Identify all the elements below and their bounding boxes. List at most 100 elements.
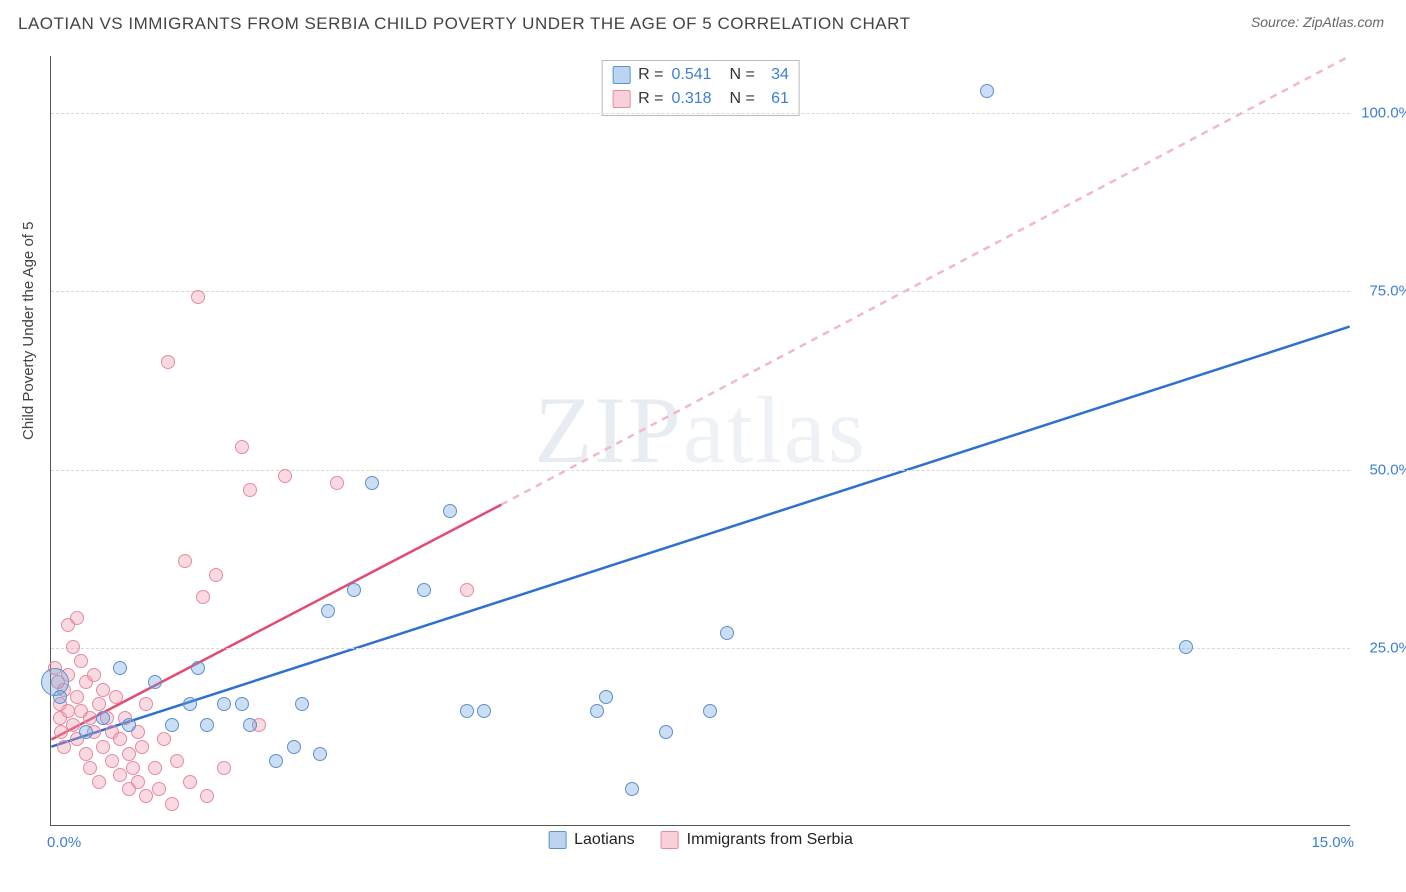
scatter-chart: ZIPatlas R =0.541N =34R =0.318N =61 0.0%…: [50, 56, 1350, 826]
data-point: [53, 690, 67, 704]
data-point: [70, 690, 84, 704]
data-point: [92, 775, 106, 789]
correlation-legend: R = 0.541 N = 34R = 0.318 N = 61: [601, 60, 800, 116]
watermark-bold: ZIP: [534, 377, 683, 483]
data-point: [217, 761, 231, 775]
source-attribution: Source: ZipAtlas.com: [1251, 14, 1384, 30]
data-point: [148, 675, 162, 689]
data-point: [139, 697, 153, 711]
legend-label: Laotians: [574, 831, 635, 849]
data-point: [321, 604, 335, 618]
legend-swatch: [661, 831, 679, 849]
trend-line: [501, 56, 1349, 505]
data-point: [66, 718, 80, 732]
data-point: [243, 718, 257, 732]
data-point: [70, 611, 84, 625]
watermark: ZIPatlas: [534, 375, 867, 485]
data-point: [79, 747, 93, 761]
legend-r-value: 0.318: [671, 87, 711, 111]
legend-r-value: 0.541: [671, 63, 711, 87]
data-point: [347, 583, 361, 597]
legend-label: Immigrants from Serbia: [687, 831, 853, 849]
data-point: [217, 697, 231, 711]
data-point: [703, 704, 717, 718]
trend-lines: [51, 56, 1350, 825]
legend-row: R =0.541N =34: [612, 63, 789, 87]
data-point: [235, 440, 249, 454]
legend-n-value: 61: [763, 87, 789, 111]
data-point: [135, 740, 149, 754]
data-point: [191, 661, 205, 675]
data-point: [590, 704, 604, 718]
data-point: [191, 290, 205, 304]
data-point: [57, 740, 71, 754]
data-point: [66, 640, 80, 654]
legend-swatch: [612, 90, 630, 108]
chart-header: LAOTIAN VS IMMIGRANTS FROM SERBIA CHILD …: [0, 0, 1406, 42]
trend-line: [51, 327, 1349, 747]
y-tick-label: 75.0%: [1357, 283, 1406, 300]
data-point: [161, 355, 175, 369]
source-name: ZipAtlas.com: [1303, 14, 1384, 30]
data-point: [980, 84, 994, 98]
data-point: [235, 697, 249, 711]
data-point: [243, 483, 257, 497]
data-point: [295, 697, 309, 711]
data-point: [287, 740, 301, 754]
data-point: [122, 747, 136, 761]
data-point: [113, 661, 127, 675]
data-point: [157, 732, 171, 746]
data-point: [105, 754, 119, 768]
data-point: [126, 761, 140, 775]
trend-line: [51, 505, 501, 740]
legend-r-label: R =: [638, 63, 663, 87]
data-point: [659, 725, 673, 739]
gridline: [51, 113, 1350, 114]
data-point: [113, 732, 127, 746]
legend-n-label: N =: [730, 87, 755, 111]
data-point: [87, 668, 101, 682]
data-point: [477, 704, 491, 718]
data-point: [200, 718, 214, 732]
legend-n-value: 34: [763, 63, 789, 87]
x-axis-max-label: 15.0%: [1311, 834, 1354, 851]
data-point: [209, 568, 223, 582]
legend-item: Immigrants from Serbia: [661, 831, 853, 849]
gridline: [51, 648, 1350, 649]
data-point: [113, 768, 127, 782]
legend-row: R = 0.318 N = 61: [612, 87, 789, 111]
y-tick-label: 25.0%: [1357, 639, 1406, 656]
data-point: [200, 789, 214, 803]
data-point: [196, 590, 210, 604]
data-point: [148, 761, 162, 775]
x-axis-min-label: 0.0%: [47, 834, 81, 851]
data-point: [83, 761, 97, 775]
data-point: [131, 775, 145, 789]
data-point: [109, 690, 123, 704]
data-point: [330, 476, 344, 490]
data-point: [96, 683, 110, 697]
source-prefix: Source:: [1251, 14, 1303, 30]
watermark-thin: atlas: [683, 377, 867, 483]
data-point: [625, 782, 639, 796]
data-point: [61, 704, 75, 718]
gridline: [51, 291, 1350, 292]
data-point: [165, 718, 179, 732]
data-point: [74, 654, 88, 668]
data-point: [152, 782, 166, 796]
data-point: [417, 583, 431, 597]
data-point: [183, 775, 197, 789]
data-point: [79, 725, 93, 739]
legend-item: Laotians: [548, 831, 635, 849]
y-tick-label: 50.0%: [1357, 461, 1406, 478]
data-point: [83, 711, 97, 725]
gridline: [51, 470, 1350, 471]
data-point: [178, 554, 192, 568]
data-point: [599, 690, 613, 704]
data-point: [365, 476, 379, 490]
legend-r-label: R =: [638, 87, 663, 111]
data-point: [96, 711, 110, 725]
data-point: [139, 789, 153, 803]
data-point: [92, 697, 106, 711]
data-point: [460, 583, 474, 597]
